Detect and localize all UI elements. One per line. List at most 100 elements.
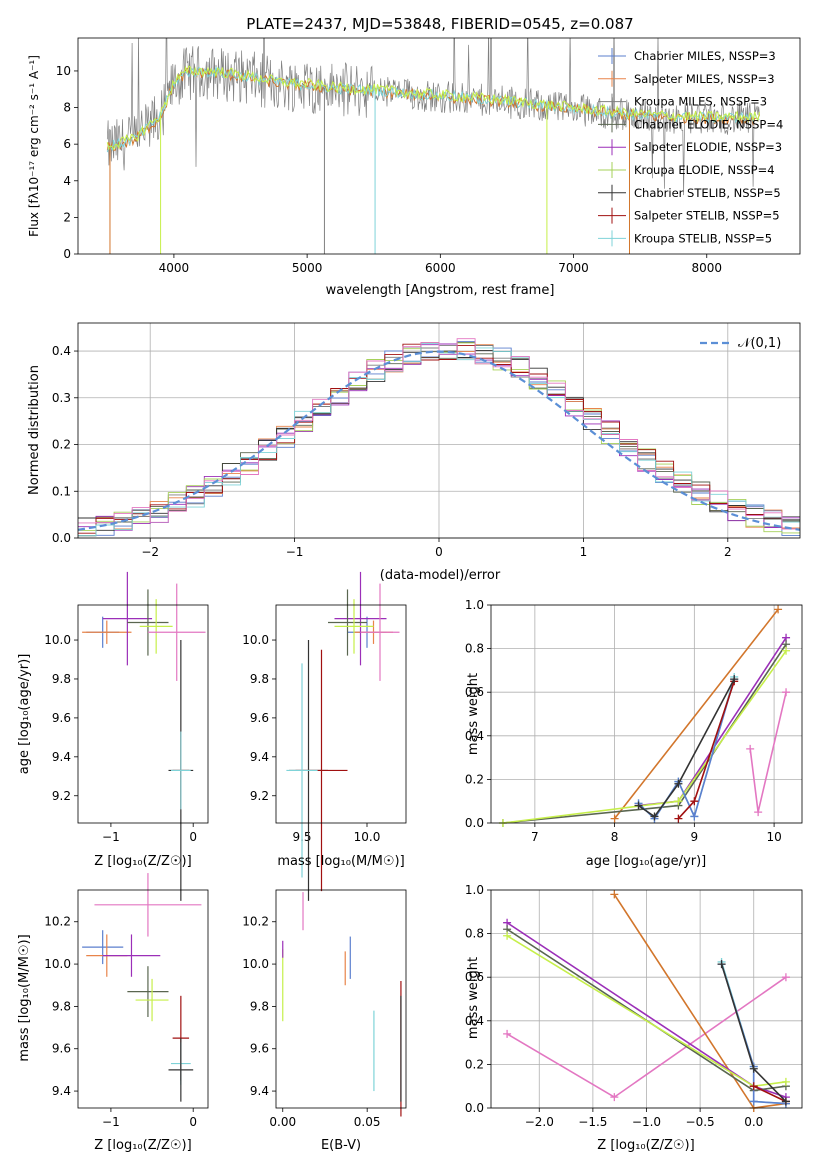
age-vs-mass-xlabel: mass [log₁₀(M/M☉)]	[277, 854, 404, 869]
weight-series-line	[502, 643, 787, 824]
weight-series-line	[753, 1085, 787, 1103]
data-spectrum-line	[106, 38, 760, 196]
y-tick-label: 10	[56, 64, 71, 78]
mass-vs-z-xlabel: Z [log₁₀(Z/Z☉)]	[94, 1138, 191, 1153]
plot-frame	[77, 604, 209, 824]
weight-point-marker	[749, 1064, 758, 1073]
y-tick-label: 9.2	[250, 789, 269, 803]
y-tick-label: 9.6	[52, 711, 71, 725]
y-tick-label: 0.3	[52, 391, 71, 405]
weight-point-marker	[610, 1093, 619, 1102]
y-tick-label: 0.1	[52, 484, 71, 498]
y-tick-label: 9.4	[52, 750, 71, 764]
weight-point-marker	[610, 890, 619, 899]
mass-vs-ebv-plot: 0.00 0.05 9.4 9.6 9.8 10.0 10.2	[242, 889, 407, 1129]
y-tick-label: 0.2	[52, 438, 71, 452]
x-tick-label: 2	[724, 545, 732, 559]
y-tick-label: 2	[63, 210, 71, 224]
legend-entry: Salpeter MILES, NSSP=3	[634, 72, 775, 86]
y-tick-label: 9.8	[250, 672, 269, 686]
y-tick-label: 10.0	[44, 633, 71, 647]
model-spectrum-line	[106, 65, 760, 151]
weight-point-marker	[782, 688, 791, 697]
spectrum-traces	[106, 38, 760, 254]
weight-series-line	[638, 678, 735, 818]
legend-entry: Kroupa ELODIE, NSSP=4	[634, 163, 775, 177]
y-tick-label: 0.4	[52, 344, 71, 358]
weight-point-marker	[781, 1077, 790, 1086]
x-tick-label: 0.00	[269, 1115, 296, 1129]
x-tick-label: 0	[189, 830, 197, 844]
x-tick-label: −1	[286, 545, 304, 559]
y-tick-label: 10.0	[242, 957, 269, 971]
weight-series-line	[613, 608, 779, 820]
weight-point-marker	[674, 814, 683, 823]
weight-point-marker	[749, 1097, 758, 1106]
x-tick-label: 8	[611, 830, 619, 844]
y-tick-label: 4	[63, 174, 71, 188]
x-tick-label: 4000	[159, 261, 190, 275]
weight-point-marker	[503, 931, 512, 940]
age-vs-z-plot: −1 0 9.2 9.4 9.6 9.8 10.0	[44, 571, 209, 901]
x-tick-label: 5000	[292, 261, 323, 275]
x-tick-label: −1.0	[632, 1115, 661, 1129]
spectrum-legend: Chabrier MILES, NSSP=3 Salpeter MILES, NS…	[598, 48, 783, 247]
plot-frame	[490, 889, 803, 1109]
x-tick-label: 0	[189, 1115, 197, 1129]
y-tick-label: 0	[63, 247, 71, 261]
y-tick-label: 0.8	[465, 927, 484, 941]
plot-frame	[77, 889, 209, 1109]
y-tick-label: 9.4	[250, 750, 269, 764]
weight-series-line	[637, 678, 735, 820]
mass-vs-z-ylabel: mass [log₁₀(M/M☉)]	[17, 934, 32, 1061]
weight-point-marker	[717, 960, 726, 969]
residuals-xlabel: (data-model)/error	[380, 568, 501, 583]
weight-series-line	[749, 692, 787, 813]
x-tick-label: −1.5	[578, 1115, 607, 1129]
y-tick-label: 9.8	[52, 999, 71, 1013]
weight-point-marker	[674, 797, 683, 806]
x-tick-label: 9	[691, 830, 699, 844]
y-tick-label: 9.8	[52, 672, 71, 686]
x-tick-label: 1	[580, 545, 588, 559]
x-tick-label: −1	[102, 830, 120, 844]
y-tick-label: 9.8	[250, 999, 269, 1013]
y-tick-label: 0.8	[465, 642, 484, 656]
weight-point-marker	[634, 801, 643, 810]
x-tick-label: 6000	[425, 261, 456, 275]
weight-point-marker	[730, 675, 739, 684]
y-tick-label: 1.0	[465, 598, 484, 612]
plot-frame	[77, 37, 801, 255]
weight-point-marker	[774, 605, 783, 614]
x-tick-label: 0	[435, 545, 443, 559]
y-tick-label: 9.2	[52, 789, 71, 803]
spectrum-xlabel: wavelength [Angstrom, rest frame]	[326, 283, 555, 298]
y-tick-label: 6	[63, 137, 71, 151]
legend-entry: Chabrier ELODIE, NSSP=4	[634, 117, 783, 131]
plot-frame	[275, 889, 407, 1109]
weight-point-marker	[781, 973, 790, 982]
weight-vs-age-ylabel: mass weight	[466, 673, 481, 755]
y-tick-label: 0.0	[465, 1101, 484, 1115]
weight-vs-age-plot: 7 8 9 10 0.0 0.2 0.4 0.6 0.8 1.0	[465, 598, 803, 844]
age-vs-mass-plot: 9.5 10.09.29.49.69.810.0	[242, 571, 407, 901]
y-tick-label: 0.0	[465, 816, 484, 830]
residuals-plot: −2 −1 0 1 2 0.0 0.1 0.2 0.3 0.4	[52, 322, 801, 559]
weight-point-marker	[503, 1029, 512, 1038]
weight-point-marker	[674, 779, 683, 788]
normal-curve	[77, 350, 801, 531]
x-tick-label: 10.0	[354, 830, 381, 844]
weight-vs-age-xlabel: age [log₁₀(age/yr)]	[586, 854, 707, 869]
legend-entry: Kroupa MILES, NSSP=3	[634, 95, 767, 109]
y-tick-label: 9.6	[52, 1042, 71, 1056]
x-tick-label: −0.5	[686, 1115, 715, 1129]
x-tick-label: 8000	[691, 261, 722, 275]
legend-entry: Salpeter ELODIE, NSSP=3	[634, 140, 782, 154]
weight-point-marker	[690, 797, 699, 806]
weight-vs-z-xlabel: Z [log₁₀(Z/Z☉)]	[597, 1138, 694, 1153]
age-vs-z-xlabel: Z [log₁₀(Z/Z☉)]	[94, 854, 191, 869]
y-tick-label: 0.2	[465, 1057, 484, 1071]
y-tick-label: 8	[63, 101, 71, 115]
y-tick-label: 10.0	[242, 633, 269, 647]
